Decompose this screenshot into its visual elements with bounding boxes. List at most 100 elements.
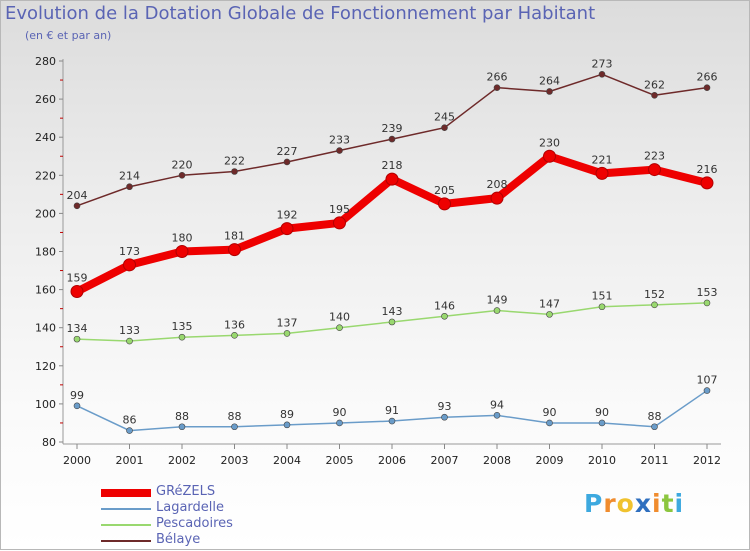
data-label-belaye: 262 (644, 78, 665, 91)
logo-letter: i (674, 489, 685, 518)
y-tick-label: 220 (35, 169, 56, 182)
data-point-lagardelle (231, 423, 238, 431)
data-label-pescadoires: 146 (434, 299, 455, 312)
data-label-pescadoires: 137 (277, 316, 298, 329)
data-point-belaye (126, 183, 133, 191)
data-point-grezels (595, 166, 609, 180)
legend-label: Lagardelle (156, 500, 225, 515)
data-label-pescadoires: 143 (382, 305, 403, 318)
data-label-grezels: 221 (592, 153, 613, 166)
data-point-lagardelle (493, 412, 501, 419)
data-point-lagardelle (441, 413, 448, 421)
logo-letter: P (584, 489, 604, 518)
x-tick-label: 2003 (221, 454, 249, 467)
data-label-belaye: 220 (172, 158, 193, 171)
data-label-lagardelle: 99 (70, 389, 84, 402)
data-point-pescadoires (651, 301, 658, 309)
proxiti-logo: Proxiti (584, 489, 684, 518)
logo-letter: o (616, 489, 635, 518)
axes: 80 100 120 140 160 180 200 220 240 260 280 2000 2001… (35, 55, 721, 467)
data-label-lagardelle: 91 (385, 404, 399, 417)
y-tick-label: 160 (35, 284, 56, 297)
data-label-pescadoires: 153 (697, 286, 718, 299)
data-point-lagardelle (283, 421, 291, 429)
logo-letter: i (652, 489, 662, 518)
data-label-belaye: 273 (592, 57, 613, 70)
data-labels: 204 214 220 222 227 233 239 245 266 264 273 262 266 1… (67, 57, 718, 426)
y-tick-label: 280 (35, 55, 56, 68)
x-tick-label: 2006 (378, 454, 406, 467)
data-point-grezels (123, 258, 136, 272)
data-label-belaye: 233 (329, 134, 350, 147)
x-tick-label: 2005 (326, 454, 354, 467)
data-label-grezels: 223 (644, 150, 665, 163)
data-point-belaye (493, 84, 501, 91)
data-label-lagardelle: 88 (648, 410, 662, 423)
chart-subtitle: (en € et par an) (25, 29, 112, 42)
data-label-pescadoires: 133 (119, 324, 140, 337)
x-tick-label: 2007 (431, 454, 459, 467)
legend-label: Bélaye (156, 532, 201, 547)
data-label-pescadoires: 149 (487, 294, 508, 307)
data-label-lagardelle: 88 (228, 410, 242, 423)
data-label-grezels: 208 (487, 178, 508, 191)
x-tick-label: 2004 (273, 454, 301, 467)
legend-swatch (101, 508, 151, 510)
data-label-belaye: 214 (119, 170, 140, 183)
data-label-pescadoires: 134 (67, 322, 88, 335)
series-pescadoires (73, 299, 711, 345)
x-tick-label: 2000 (63, 454, 91, 467)
data-label-grezels: 195 (329, 203, 350, 216)
x-tick-label: 2008 (483, 454, 511, 467)
legend-swatch (101, 540, 151, 542)
data-point-grezels (333, 216, 346, 230)
data-label-pescadoires: 151 (592, 290, 613, 303)
data-point-pescadoires (178, 333, 186, 341)
data-point-lagardelle (126, 427, 133, 434)
data-label-pescadoires: 152 (644, 288, 665, 301)
chart-title: Evolution de la Dotation Globale de Fonc… (5, 3, 596, 24)
data-label-grezels: 205 (434, 184, 455, 197)
data-point-belaye (388, 135, 396, 143)
data-point-belaye (231, 168, 238, 175)
data-label-grezels: 181 (224, 230, 245, 243)
x-tick-label: 2011 (641, 454, 669, 467)
x-tick-label: 2002 (168, 454, 196, 467)
data-label-lagardelle: 94 (490, 398, 504, 411)
data-point-lagardelle (598, 419, 606, 427)
data-label-belaye: 266 (487, 71, 508, 84)
data-point-grezels (438, 197, 451, 211)
data-label-pescadoires: 135 (172, 320, 193, 333)
data-label-belaye: 239 (382, 122, 403, 135)
data-label-lagardelle: 90 (543, 406, 557, 419)
data-point-belaye (178, 172, 186, 179)
data-label-belaye: 204 (67, 189, 88, 202)
data-point-grezels (648, 163, 661, 177)
data-point-pescadoires (598, 303, 606, 311)
data-point-grezels (700, 176, 714, 190)
y-tick-label: 260 (35, 93, 56, 106)
data-point-grezels (175, 245, 189, 258)
data-point-lagardelle (178, 423, 186, 431)
data-point-pescadoires (336, 324, 343, 332)
data-label-belaye: 222 (224, 154, 245, 167)
legend-swatch (101, 524, 151, 526)
data-label-grezels: 180 (172, 232, 193, 245)
data-point-belaye (336, 147, 343, 154)
data-point-grezels (543, 149, 556, 163)
data-point-grezels (490, 191, 504, 205)
data-label-pescadoires: 140 (329, 311, 350, 324)
data-label-pescadoires: 136 (224, 318, 245, 331)
logo-letter: r (603, 489, 617, 518)
data-label-grezels: 216 (697, 163, 718, 176)
data-label-lagardelle: 93 (438, 400, 452, 413)
y-tick-label: 240 (35, 131, 56, 144)
data-label-grezels: 159 (67, 272, 88, 285)
series-grezels (70, 149, 714, 299)
x-tick-label: 2001 (116, 454, 144, 467)
x-tick-label: 2012 (693, 454, 721, 467)
data-label-lagardelle: 89 (280, 408, 294, 421)
data-label-belaye: 264 (539, 74, 560, 87)
